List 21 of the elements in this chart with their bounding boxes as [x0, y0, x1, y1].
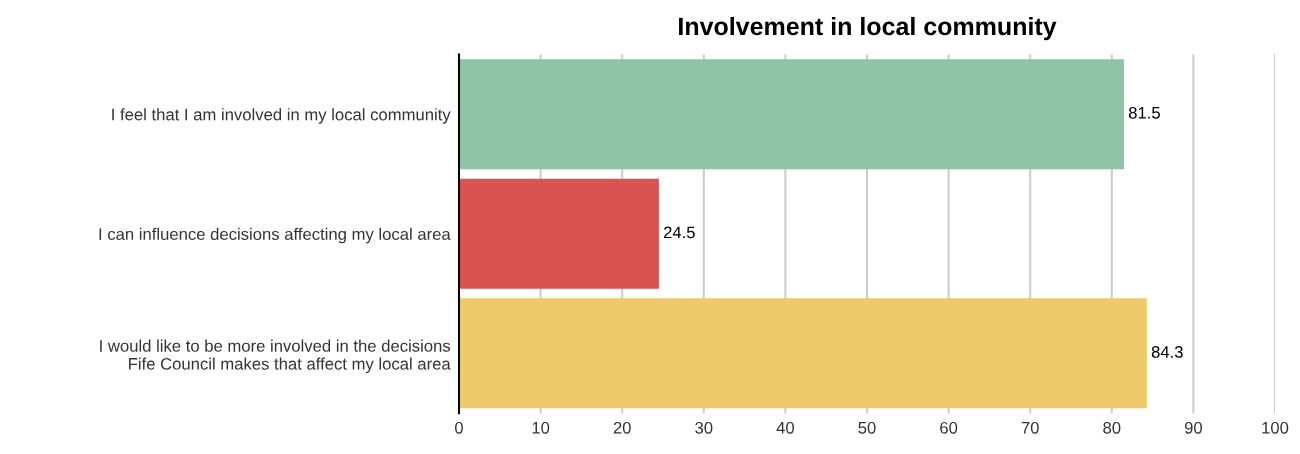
y-tick-label: I would like to be more involved in the decisions Fife Council makes that affect my local area — [100, 339, 451, 374]
x-tick-label: 100 — [1262, 421, 1289, 434]
bar — [459, 178, 659, 289]
x-tick-label: 60 — [940, 421, 958, 434]
y-tick-label: I feel that I am involved in my local community — [112, 108, 451, 124]
x-tick-label: 30 — [695, 421, 713, 434]
chart-title: Involvement in local community — [679, 16, 1057, 41]
bar — [459, 59, 1125, 170]
x-tick-label: 0 — [455, 421, 463, 434]
x-tick-label: 80 — [1103, 421, 1121, 434]
x-tick-label: 50 — [858, 421, 876, 434]
x-tick-label: 90 — [1184, 421, 1203, 434]
x-tick-label: 40 — [776, 421, 795, 434]
data-label: 84.3 — [1151, 346, 1183, 358]
x-tick-label: 10 — [532, 421, 550, 434]
y-tick-label: I can influence decisions affecting my local area — [99, 227, 451, 244]
x-tick-label: 20 — [613, 421, 631, 434]
data-label: 24.5 — [663, 226, 695, 239]
data-label: 81.5 — [1128, 106, 1160, 119]
bar — [459, 298, 1147, 409]
x-tick-label: 70 — [1021, 421, 1039, 434]
